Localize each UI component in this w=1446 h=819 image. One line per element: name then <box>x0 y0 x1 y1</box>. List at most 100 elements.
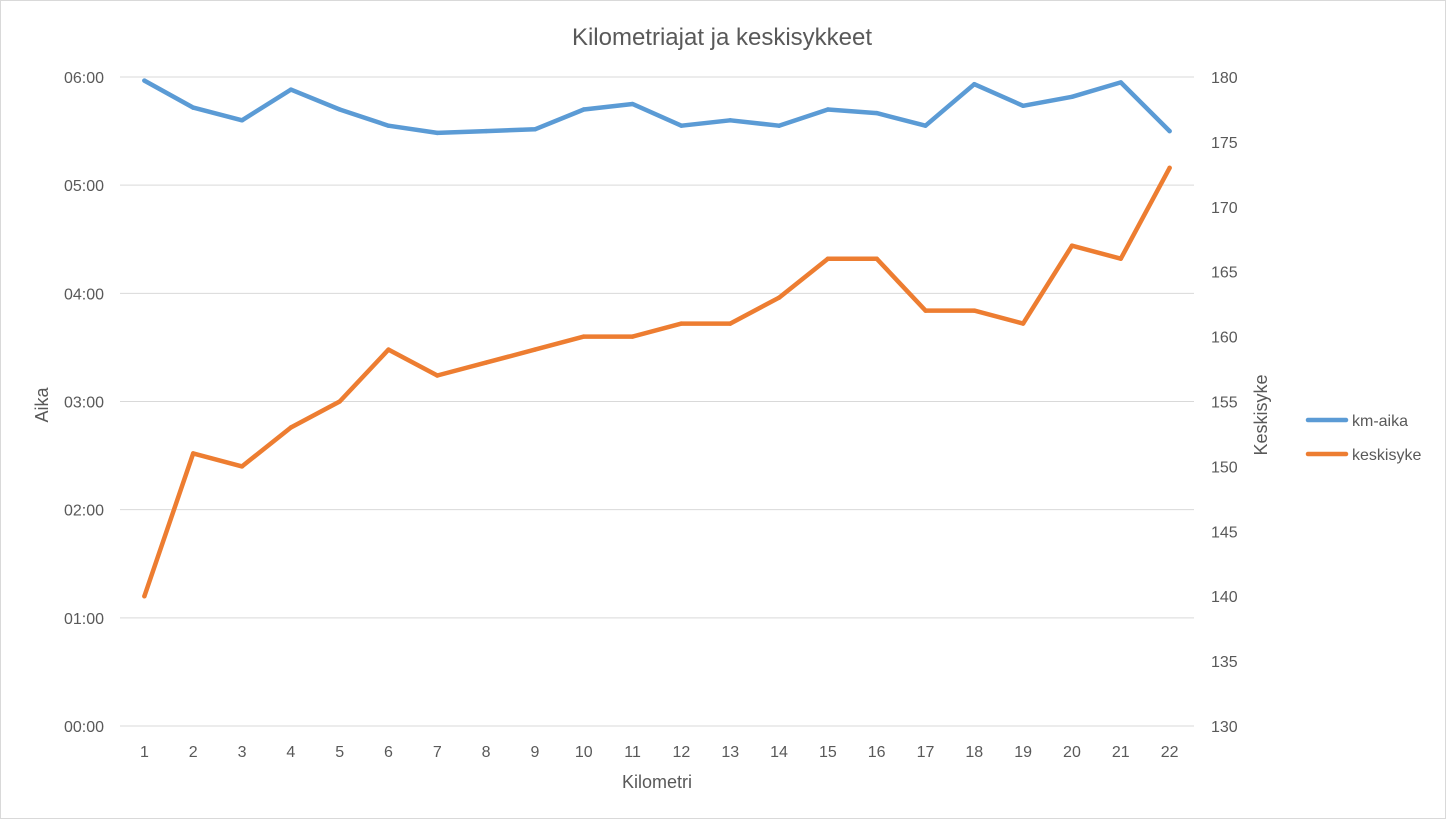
data-point-km-aika <box>532 127 538 132</box>
gridlines <box>120 76 1194 727</box>
data-point-keskisyke <box>386 347 391 352</box>
x-axis-title: Kilometri <box>622 772 692 792</box>
data-point-keskisyke <box>1167 165 1172 171</box>
data-point-km-aika <box>679 123 684 128</box>
data-point-km-aika <box>630 101 635 107</box>
y-tick-label: 03:00 <box>64 395 104 412</box>
x-tick-label: 21 <box>1112 744 1130 761</box>
y-tick-label: 04:00 <box>64 286 104 303</box>
data-point-keskisyke <box>581 334 586 339</box>
y2-tick-label: 175 <box>1211 135 1238 152</box>
data-point-km-aika <box>337 107 342 112</box>
data-point-keskisyke <box>191 451 196 456</box>
data-point-keskisyke <box>679 321 684 326</box>
y2-tick-label: 135 <box>1211 654 1238 671</box>
legend: km-aika keskisyke <box>1305 413 1421 464</box>
y2-tick-label: 150 <box>1211 459 1238 476</box>
data-point-keskisyke <box>728 321 733 326</box>
x-tick-label: 1 <box>140 744 149 761</box>
y-axis-ticks: 00:00 01:00 02:00 03:00 04:00 05:00 06:00 <box>64 70 104 736</box>
x-tick-label: 15 <box>819 744 837 761</box>
data-point-km-aika <box>581 107 586 112</box>
data-point-km-aika <box>776 123 782 128</box>
series-line-km-aika <box>142 78 1172 136</box>
x-tick-label: 4 <box>286 744 295 761</box>
data-point-keskisyke <box>532 347 538 352</box>
y2-axis-ticks: 130 135 140 145 150 155 160 165 170 175 180 <box>1211 70 1238 736</box>
data-point-km-aika <box>435 130 440 136</box>
data-point-km-aika <box>923 123 928 128</box>
data-point-keskisyke <box>776 295 782 300</box>
data-point-keskisyke <box>142 594 147 599</box>
data-point-keskisyke <box>874 256 879 261</box>
x-tick-label: 8 <box>482 744 491 761</box>
y-tick-label: 05:00 <box>64 178 104 195</box>
chart-title: Kilometriajat ja keskisykkeet <box>572 24 872 51</box>
legend-label: keskisyke <box>1352 447 1421 464</box>
data-point-keskisyke <box>1118 256 1123 261</box>
data-point-km-aika <box>1118 80 1123 85</box>
data-point-keskisyke <box>972 308 977 313</box>
y-tick-label: 01:00 <box>64 611 104 628</box>
data-point-keskisyke <box>1020 321 1026 326</box>
x-tick-label: 9 <box>531 744 540 761</box>
x-tick-label: 12 <box>673 744 691 761</box>
series-line-keskisyke <box>142 165 1172 599</box>
y2-axis-title: Keskisyke <box>1251 374 1271 455</box>
x-tick-label: 16 <box>868 744 886 761</box>
y2-tick-label: 180 <box>1211 70 1238 87</box>
y2-tick-label: 155 <box>1211 395 1238 412</box>
x-axis-ticks: 1 2 3 4 5 6 7 8 9 10 11 12 13 14 15 16 17 18 19 20 21 22 <box>140 744 1179 761</box>
data-point-km-aika <box>972 82 977 87</box>
y2-tick-label: 145 <box>1211 524 1238 541</box>
x-tick-label: 14 <box>770 744 788 761</box>
x-tick-label: 11 <box>624 744 641 761</box>
data-point-km-aika <box>239 118 245 123</box>
x-tick-label: 22 <box>1161 744 1179 761</box>
data-point-km-aika <box>1167 128 1172 134</box>
data-point-km-aika <box>386 123 391 128</box>
data-point-km-aika <box>825 107 831 112</box>
data-point-km-aika <box>1020 103 1026 109</box>
data-point-keskisyke <box>825 256 831 261</box>
x-tick-label: 3 <box>238 744 247 761</box>
data-point-km-aika <box>1069 94 1075 100</box>
x-tick-label: 13 <box>721 744 739 761</box>
legend-label: km-aika <box>1352 413 1408 430</box>
x-tick-label: 5 <box>335 744 344 761</box>
data-point-keskisyke <box>435 373 440 378</box>
y2-tick-label: 165 <box>1211 265 1238 282</box>
x-tick-label: 7 <box>433 744 442 761</box>
series-layer <box>142 78 1172 599</box>
data-point-keskisyke <box>483 360 489 365</box>
x-tick-label: 10 <box>575 744 593 761</box>
data-point-keskisyke <box>630 334 635 339</box>
data-point-km-aika <box>191 105 196 110</box>
x-tick-label: 6 <box>384 744 393 761</box>
data-point-km-aika <box>728 118 733 123</box>
x-tick-label: 18 <box>965 744 983 761</box>
y2-tick-label: 130 <box>1211 719 1238 736</box>
data-point-keskisyke <box>1069 243 1075 248</box>
data-point-km-aika <box>483 128 489 134</box>
y2-tick-label: 160 <box>1211 330 1238 347</box>
data-point-keskisyke <box>337 399 342 404</box>
x-tick-label: 19 <box>1014 744 1032 761</box>
y-tick-label: 02:00 <box>64 503 104 520</box>
data-point-km-aika <box>288 87 294 92</box>
x-tick-label: 20 <box>1063 744 1081 761</box>
data-point-km-aika <box>142 78 147 83</box>
data-point-km-aika <box>874 110 879 116</box>
y-axis-title: Aika <box>32 387 52 423</box>
y-tick-label: 00:00 <box>64 719 104 736</box>
y2-tick-label: 170 <box>1211 200 1238 217</box>
data-point-keskisyke <box>923 308 928 313</box>
x-tick-label: 17 <box>917 744 935 761</box>
data-point-keskisyke <box>288 425 294 430</box>
y2-tick-label: 140 <box>1211 589 1238 606</box>
data-point-keskisyke <box>239 464 245 469</box>
x-tick-label: 2 <box>189 744 198 761</box>
y-tick-label: 06:00 <box>64 70 104 87</box>
